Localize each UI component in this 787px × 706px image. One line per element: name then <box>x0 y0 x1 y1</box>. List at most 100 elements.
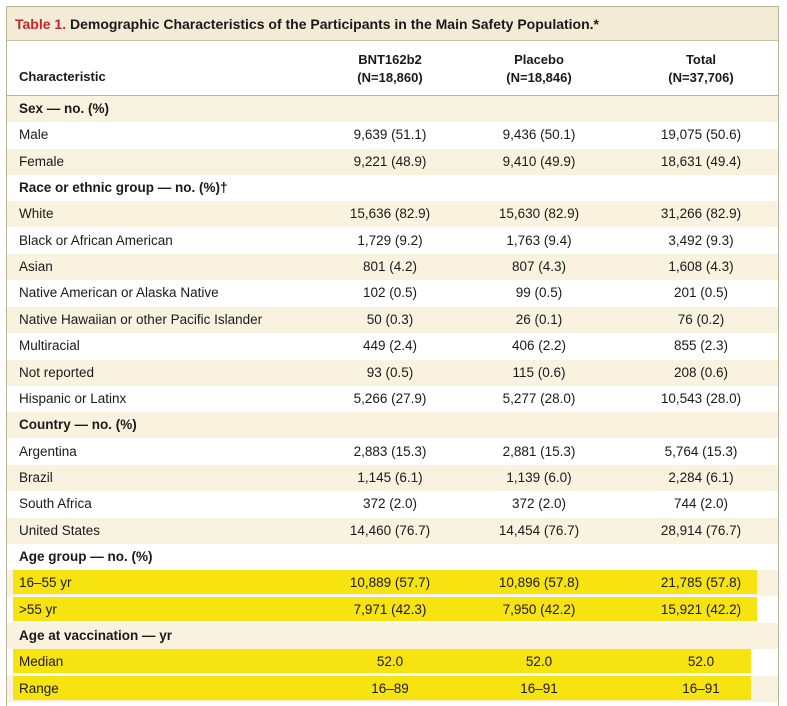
table-row: Asian 801 (4.2) 807 (4.3) 1,608 (4.3) <box>7 254 778 281</box>
characteristic-header: Characteristic <box>19 69 106 84</box>
table-row: 16–55 yr 10,889 (57.7) 10,896 (57.8) 21,785… <box>7 570 778 597</box>
table-row: United States 14,460 (76.7) 14,454 (76.7) 2… <box>7 517 778 544</box>
total-cell: 19,075 (50.6) <box>660 127 742 143</box>
section-label: Country — no. (%) <box>19 417 137 433</box>
row-label: Hispanic or Latinx <box>19 390 127 406</box>
total-cell: 52.0 <box>687 654 715 670</box>
row-label: Native American or Alaska Native <box>19 285 219 301</box>
table-row: Female 9,221 (48.9) 9,410 (49.9) 18,631 (49… <box>7 148 778 175</box>
total-cell: 10,543 (28.0) <box>660 390 742 406</box>
row-label: Median <box>19 654 64 670</box>
placebo-cell: 52.0 <box>525 654 553 670</box>
section-header-row: Country — no. (%) <box>7 412 778 439</box>
total-cell: 21,785 (57.8) <box>660 575 742 591</box>
total-cell: 16–91 <box>682 680 720 696</box>
table-title: Table 1. Demographic Characteristics of … <box>15 16 599 32</box>
row-label: Argentina <box>19 443 77 459</box>
row-label: Brazil <box>19 469 53 485</box>
section-header-row: Age group — no. (%) <box>7 544 778 570</box>
bnt162b2-cell: 14,460 (76.7) <box>349 522 431 538</box>
total-cell: 201 (0.5) <box>673 285 729 301</box>
bnt162b2-cell: 15,636 (82.9) <box>349 206 431 222</box>
column-header-bnt162b2: BNT162b2 (N=18,860) <box>320 51 460 87</box>
total-cell: 5,764 (15.3) <box>664 443 738 459</box>
placebo-cell: 26 (0.1) <box>515 311 563 327</box>
bnt162b2-cell: 9,221 (48.9) <box>353 153 427 169</box>
table-row: Hispanic or Latinx 5,266 (27.9) 5,277 (28.… <box>7 386 778 412</box>
column-name: Total <box>685 52 717 67</box>
bnt162b2-cell: 449 (2.4) <box>362 338 418 354</box>
row-label: Male <box>19 127 49 143</box>
column-n: (N=18,860) <box>357 70 423 85</box>
bnt162b2-cell: 2,883 (15.3) <box>353 443 427 459</box>
total-cell: 2,284 (6.1) <box>668 469 734 485</box>
table-caption: Demographic Characteristics of the Parti… <box>69 16 599 32</box>
section-header-row: Race or ethnic group — no. (%)† <box>7 175 778 201</box>
bnt162b2-cell: 1,145 (6.1) <box>357 469 423 485</box>
table-row: Not reported 93 (0.5) 115 (0.6) 208 (0.6) <box>7 359 778 386</box>
table-row: Median 52.0 52.0 52.0 <box>7 649 778 675</box>
column-name: BNT162b2 <box>358 52 422 67</box>
column-header-total: Total (N=37,706) <box>631 51 771 87</box>
placebo-cell: 807 (4.3) <box>511 259 567 275</box>
bnt162b2-cell: 9,639 (51.1) <box>353 127 427 143</box>
row-label: Not reported <box>19 364 95 380</box>
total-cell: 1,608 (4.3) <box>668 259 734 275</box>
bnt162b2-cell: 16–89 <box>371 680 409 696</box>
bnt162b2-cell: 801 (4.2) <box>362 259 418 275</box>
placebo-cell: 15,630 (82.9) <box>498 206 580 222</box>
table-row: Black or African American 1,729 (9.2) 1,76… <box>7 228 778 254</box>
bnt162b2-cell: 52.0 <box>376 654 404 670</box>
placebo-cell: 9,436 (50.1) <box>502 127 576 143</box>
table-number: Table 1. <box>15 16 67 32</box>
placebo-cell: 5,277 (28.0) <box>502 390 576 406</box>
placebo-cell: 1,139 (6.0) <box>506 469 572 485</box>
row-label: Range <box>19 680 59 696</box>
table-row: Multiracial 449 (2.4) 406 (2.2) 855 (2.3) <box>7 333 778 359</box>
table-title-bar: Table 1. Demographic Characteristics of … <box>7 7 778 41</box>
placebo-cell: 99 (0.5) <box>515 285 563 301</box>
section-label: Age at vaccination — yr <box>19 628 173 643</box>
total-cell: 3,492 (9.3) <box>668 232 734 248</box>
highlight-bar <box>13 675 751 700</box>
table-row: Male 9,639 (51.1) 9,436 (50.1) 19,075 (50.6… <box>7 122 778 148</box>
row-label: Black or African American <box>19 232 173 248</box>
section-label: Race or ethnic group — no. (%)† <box>19 180 228 196</box>
row-label: United States <box>19 522 101 538</box>
highlight-bar <box>13 570 757 595</box>
table-row: Brazil 1,145 (6.1) 1,139 (6.0) 2,284 (6.1) <box>7 464 778 491</box>
row-label: Asian <box>19 259 53 275</box>
section-header-row: Age at vaccination — yr <box>7 623 778 649</box>
placebo-cell: 1,763 (9.4) <box>506 232 572 248</box>
bnt162b2-cell: 372 (2.0) <box>362 496 418 512</box>
total-cell: 28,914 (76.7) <box>660 522 742 538</box>
placebo-cell: 16–91 <box>520 680 558 696</box>
placebo-cell: 406 (2.2) <box>511 338 567 354</box>
total-cell: 18,631 (49.4) <box>660 153 742 169</box>
column-n: (N=18,846) <box>506 70 572 85</box>
bnt162b2-cell: 93 (0.5) <box>366 364 414 380</box>
placebo-cell: 2,881 (15.3) <box>502 443 576 459</box>
row-label: Female <box>19 153 65 169</box>
total-cell: 208 (0.6) <box>673 364 729 380</box>
column-name: Placebo <box>514 52 564 67</box>
table-row: Argentina 2,883 (15.3) 2,881 (15.3) 5,764 (… <box>7 439 778 465</box>
row-label: South Africa <box>19 496 92 512</box>
row-label: White <box>19 206 54 222</box>
table-frame: Table 1. Demographic Characteristics of … <box>6 6 779 706</box>
bnt162b2-cell: 5,266 (27.9) <box>353 390 427 406</box>
placebo-cell: 7,950 (42.2) <box>502 601 576 617</box>
table-row: White 15,636 (82.9) 15,630 (82.9) 31,266 (8… <box>7 201 778 228</box>
placebo-cell: 372 (2.0) <box>511 496 567 512</box>
column-header-placebo: Placebo (N=18,846) <box>469 51 609 87</box>
bnt162b2-cell: 10,889 (57.7) <box>349 575 431 591</box>
placebo-cell: 9,410 (49.9) <box>502 153 576 169</box>
column-n: (N=37,706) <box>668 70 734 85</box>
row-label: >55 yr <box>19 601 57 617</box>
total-cell: 31,266 (82.9) <box>660 206 742 222</box>
total-cell: 744 (2.0) <box>673 496 729 512</box>
total-cell: 15,921 (42.2) <box>660 601 742 617</box>
section-label: Age group — no. (%) <box>19 548 153 564</box>
bnt162b2-cell: 102 (0.5) <box>362 285 418 301</box>
bnt162b2-cell: 7,971 (42.3) <box>353 601 427 617</box>
